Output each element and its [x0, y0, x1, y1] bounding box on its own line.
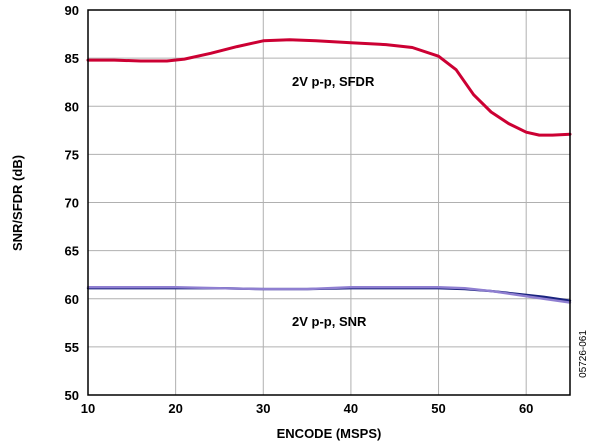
x-tick-labels: 10 20 30 40 50 60 — [81, 401, 534, 416]
y-tick-label: 90 — [65, 3, 79, 18]
y-tick-label: 60 — [65, 292, 79, 307]
x-axis-title: ENCODE (MSPS) — [277, 426, 382, 441]
x-tick-label: 40 — [344, 401, 358, 416]
x-tick-label: 30 — [256, 401, 270, 416]
grid — [88, 10, 570, 395]
x-tick-label: 10 — [81, 401, 95, 416]
x-tick-label: 50 — [431, 401, 445, 416]
y-tick-labels: 50 55 60 65 70 75 80 85 90 — [65, 3, 79, 403]
y-tick-label: 70 — [65, 196, 79, 211]
x-tick-label: 20 — [168, 401, 182, 416]
y-tick-label: 55 — [65, 340, 79, 355]
plot-frame — [87, 9, 571, 396]
series-layer — [86, 38, 572, 304]
y-tick-label: 80 — [65, 99, 79, 114]
sfdr-series-line — [86, 38, 572, 137]
sfdr-series-label: 2V p-p, SFDR — [292, 74, 375, 89]
y-axis-title: SNR/SFDR (dB) — [10, 155, 25, 251]
x-tick-label: 60 — [519, 401, 533, 416]
snr-series-line-light — [86, 286, 572, 304]
y-tick-label: 85 — [65, 51, 79, 66]
y-tick-label: 75 — [65, 147, 79, 162]
y-tick-label: 50 — [65, 388, 79, 403]
figure-id-label: 05726-061 — [578, 330, 589, 378]
snr-series-label: 2V p-p, SNR — [292, 314, 367, 329]
y-tick-label: 65 — [65, 244, 79, 259]
